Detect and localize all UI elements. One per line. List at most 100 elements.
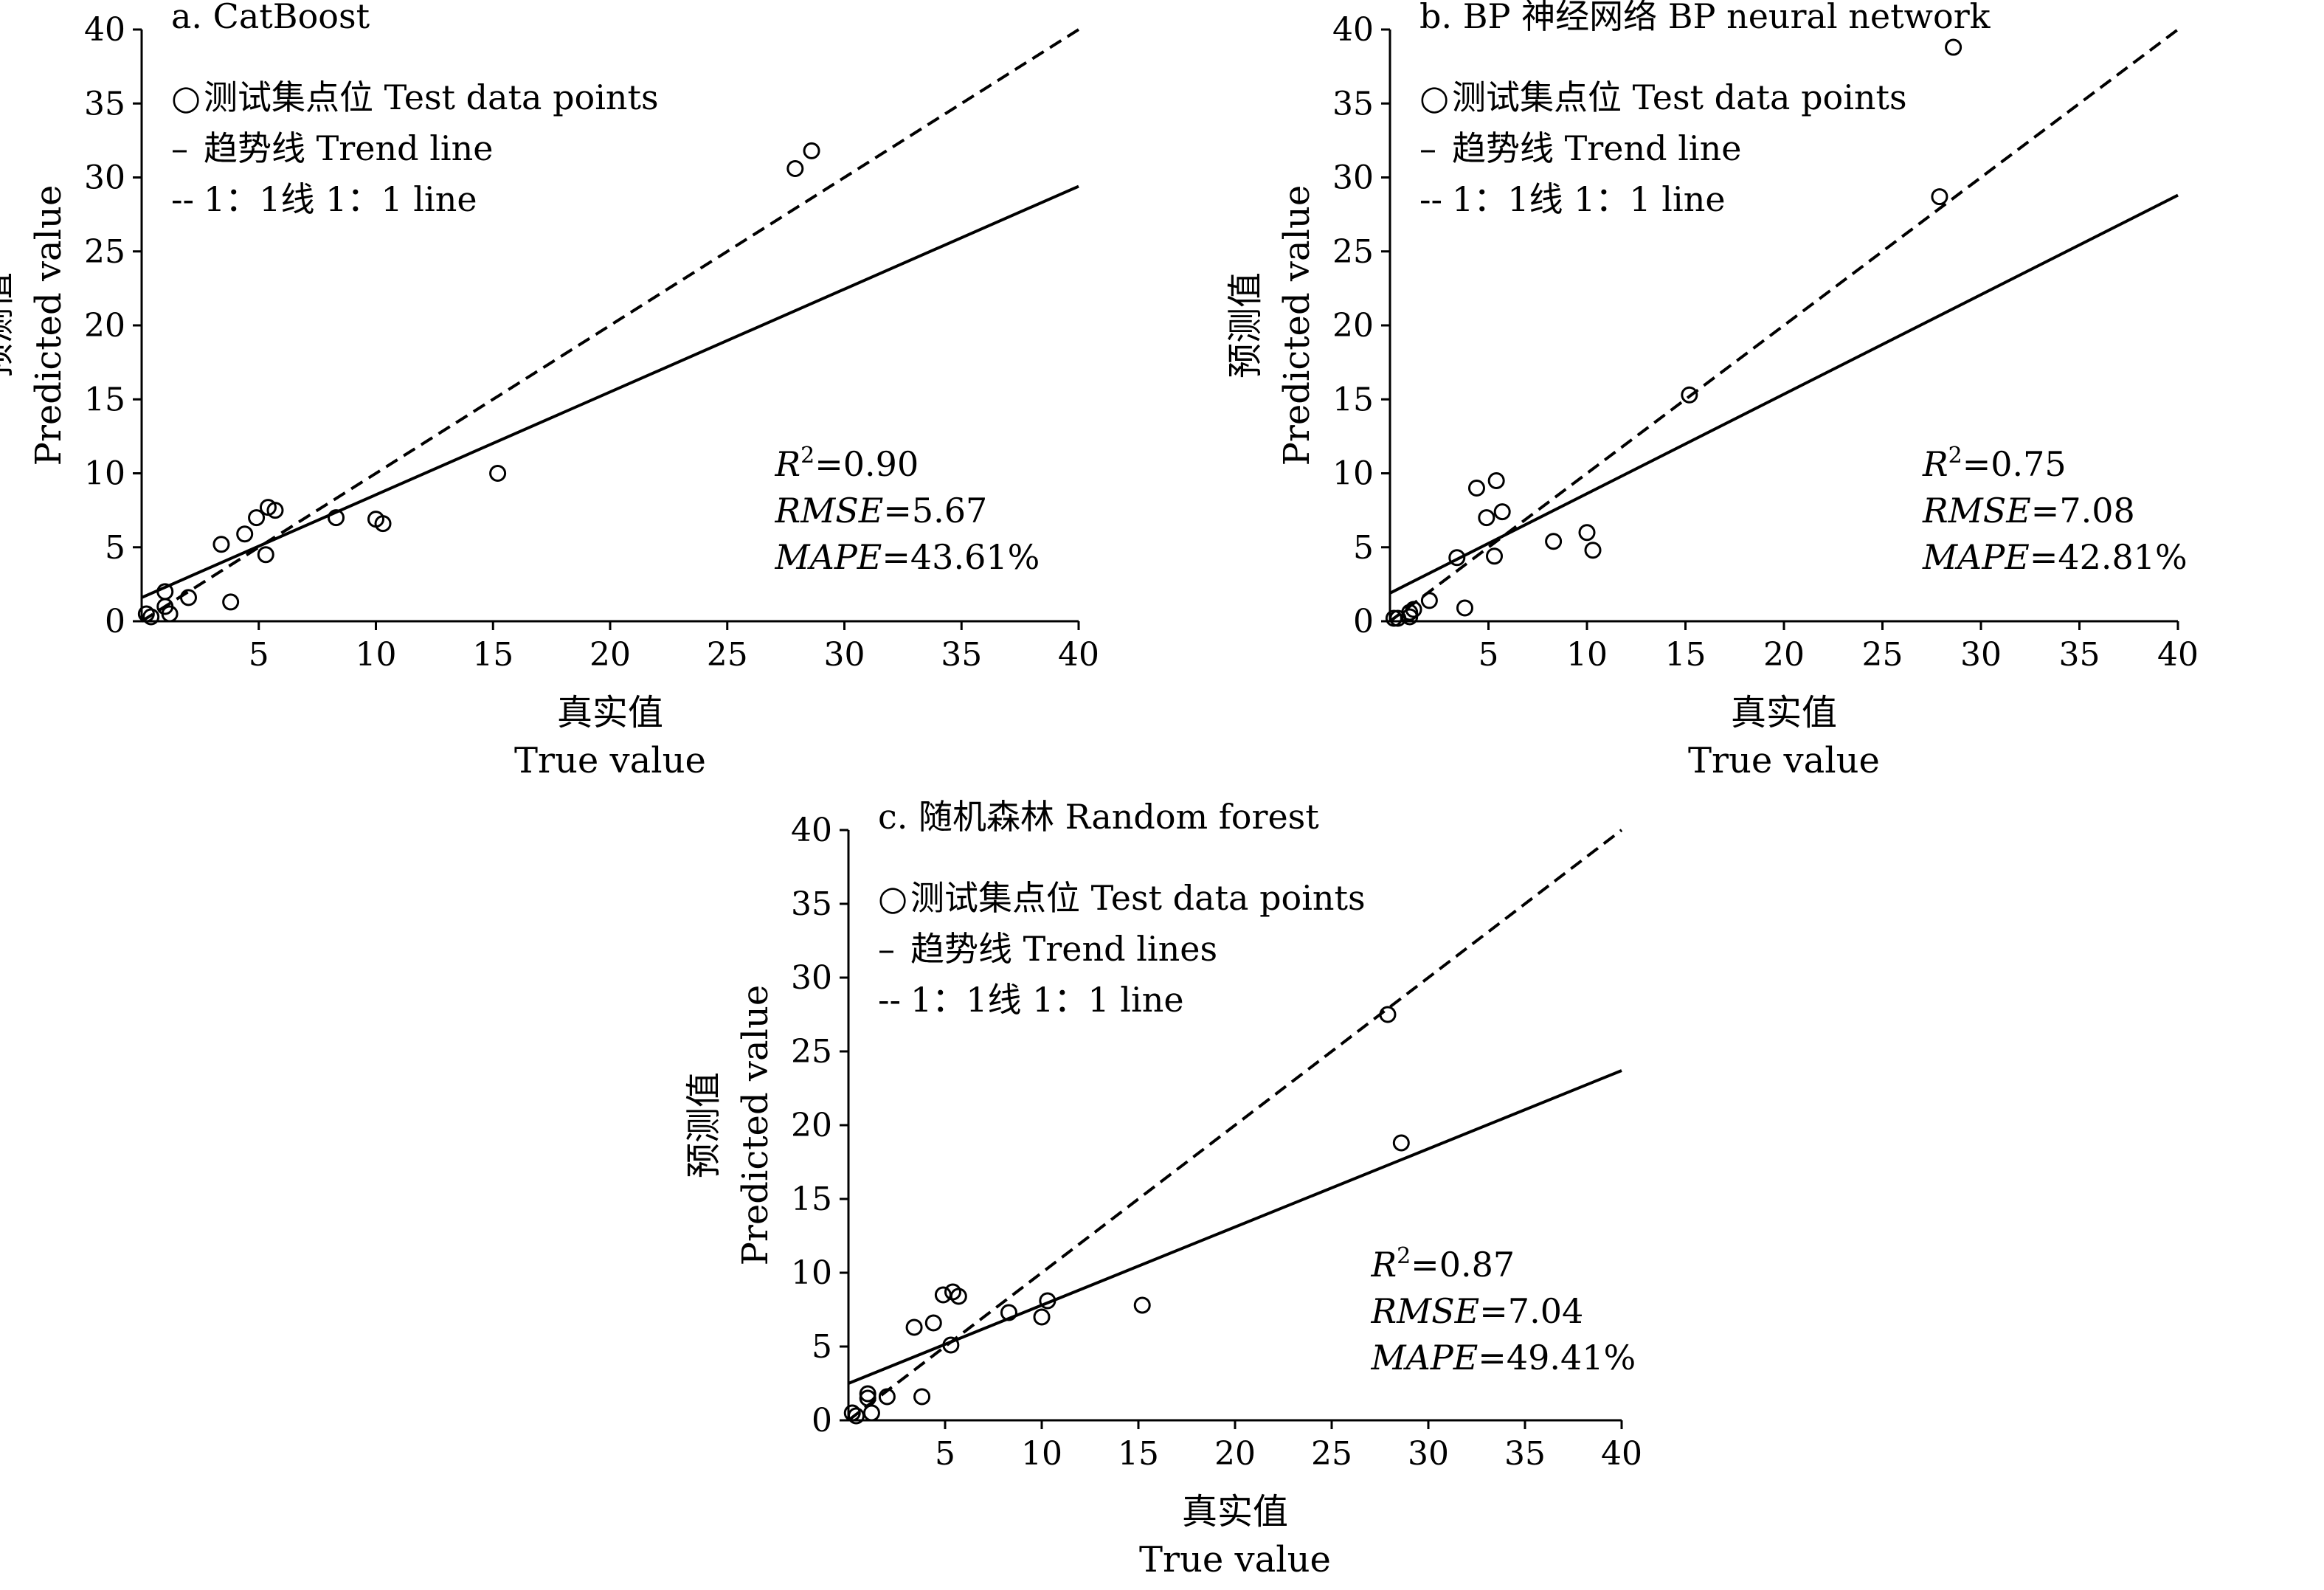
data-point (1945, 38, 1962, 56)
data-point (786, 159, 804, 177)
data-point (905, 1318, 923, 1336)
x-tick-label: 30 (1408, 1435, 1449, 1473)
data-point (1420, 592, 1438, 609)
y-tick-label: 40 (1332, 11, 1374, 49)
rmse-stat: RMSE=7.04 (1370, 1291, 1583, 1331)
data-point (950, 1287, 967, 1305)
y-tick-label: 20 (1332, 307, 1374, 345)
identity-line (140, 28, 1080, 623)
x-axis-title-zh: 真实值 (1731, 692, 1837, 733)
legend-label: 1：1线 1：1 line (910, 980, 1184, 1020)
y-tick-label: 20 (84, 307, 125, 345)
y-tick-label: 35 (791, 885, 832, 923)
x-tick-label: 5 (249, 636, 269, 674)
data-point (1467, 480, 1485, 497)
x-tick-label: 30 (824, 636, 865, 674)
data-point (212, 536, 230, 553)
y-tick-label: 10 (1332, 455, 1374, 493)
data-point (1478, 509, 1495, 527)
y-tick-label: 40 (84, 11, 125, 49)
y-tick-label: 35 (84, 85, 125, 122)
data-point (934, 1286, 952, 1304)
panel-b-bp-neural-network: 0 5 10 15 20 25 30 35 40 5 10 15 20 25 30 35 40 b. BP 神经网… (1225, 0, 2199, 781)
trend-line (141, 184, 1079, 599)
legend-label: 测试集点位 Test data points (1452, 77, 1907, 117)
data-point (489, 465, 507, 482)
y-tick-label: 15 (84, 381, 125, 418)
mape-stat: MAPE=49.41% (1370, 1338, 1636, 1378)
data-point (1487, 472, 1505, 490)
y-tick-label: 0 (812, 1402, 832, 1439)
data-point (180, 589, 197, 606)
data-point (1133, 1296, 1151, 1314)
panel-title: c. 随机森林 Random forest (878, 797, 1319, 837)
x-axis-title-zh: 真实值 (557, 692, 663, 733)
data-point (1448, 549, 1466, 567)
x-tick-label: 30 (1960, 636, 2002, 674)
legend-symbol: – (878, 929, 895, 969)
y-tick-label: 20 (791, 1107, 832, 1144)
legend-label: 趋势线 Trend line (1452, 128, 1741, 168)
rmse-stat: RMSE=7.08 (1922, 491, 2135, 530)
trend-line (1389, 193, 2179, 595)
y-tick-label: 0 (1353, 603, 1374, 640)
data-point (161, 605, 179, 623)
data-point (1486, 547, 1504, 565)
data-point (847, 1407, 865, 1425)
x-tick-label: 15 (472, 636, 513, 674)
y-tick-label: 25 (1332, 233, 1374, 271)
legend-label: 1：1线 1：1 line (204, 179, 477, 219)
data-point (803, 142, 820, 159)
x-tick-label: 35 (941, 636, 982, 674)
legend-symbol: -- (878, 980, 901, 1020)
panel-a-catboost: 0 5 10 15 20 25 30 35 40 5 10 15 20 25 30 35 40 a. CatBoo… (0, 0, 1099, 781)
legend-label: 1：1线 1：1 line (1452, 179, 1726, 219)
y-tick-label: 25 (791, 1033, 832, 1071)
data-point (248, 509, 266, 527)
x-tick-label: 40 (1601, 1435, 1642, 1473)
panel-c-random-forest: 0 5 10 15 20 25 30 35 40 5 10 15 20 25 30 35 40 c. 随机森林 R… (683, 797, 1642, 1580)
x-tick-label: 15 (1665, 636, 1706, 674)
legend-label: 测试集点位 Test data points (910, 878, 1366, 918)
data-point (236, 525, 254, 543)
y-axis-title-zh: 预测值 (0, 272, 18, 379)
y-tick-label: 15 (1332, 381, 1374, 418)
mape-stat: MAPE=43.61% (775, 537, 1040, 577)
y-tick-label: 15 (791, 1181, 832, 1218)
legend-symbol: – (1419, 128, 1436, 168)
x-tick-label: 25 (1862, 636, 1903, 674)
data-point (942, 1336, 960, 1354)
x-tick-label: 20 (1214, 1435, 1256, 1473)
x-tick-label: 40 (2157, 636, 2199, 674)
x-tick-label: 10 (1566, 636, 1608, 674)
y-tick-label: 0 (105, 603, 125, 640)
x-tick-label: 10 (356, 636, 397, 674)
y-tick-label: 25 (84, 233, 125, 271)
data-point (1392, 1134, 1410, 1152)
y-tick-label: 5 (105, 529, 125, 567)
x-axis-title-en: True value (1688, 740, 1880, 781)
y-axis-title-en: Predicted value (1276, 185, 1318, 466)
y-axis-title-zh: 预测值 (683, 1072, 724, 1178)
panel-title: b. BP 神经网络 BP neural network (1419, 0, 1991, 36)
panel-title: a. CatBoost (171, 0, 370, 36)
data-point (1000, 1304, 1017, 1321)
legend-label: 趋势线 Trend lines (910, 929, 1217, 969)
data-point (266, 502, 284, 519)
y-tick-label: 10 (84, 455, 125, 493)
y-tick-label: 10 (791, 1254, 832, 1292)
y-tick-label: 30 (84, 159, 125, 197)
y-axis-title-en: Predicted value (735, 985, 776, 1266)
identity-line (847, 829, 1623, 1422)
data-point (843, 1404, 861, 1422)
legend-label: 趋势线 Trend line (204, 128, 493, 168)
x-tick-label: 20 (589, 636, 631, 674)
data-point (328, 509, 345, 527)
data-point (1379, 1006, 1397, 1023)
data-point (1033, 1308, 1051, 1326)
data-point (1405, 601, 1422, 618)
r-squared-stat: R2=0.87 (1370, 1243, 1515, 1285)
data-point (924, 1314, 942, 1332)
x-tick-label: 20 (1763, 636, 1805, 674)
